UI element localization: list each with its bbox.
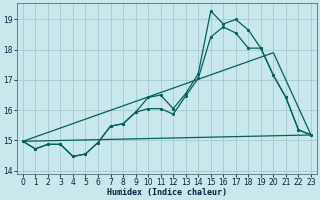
X-axis label: Humidex (Indice chaleur): Humidex (Indice chaleur) — [107, 188, 227, 197]
